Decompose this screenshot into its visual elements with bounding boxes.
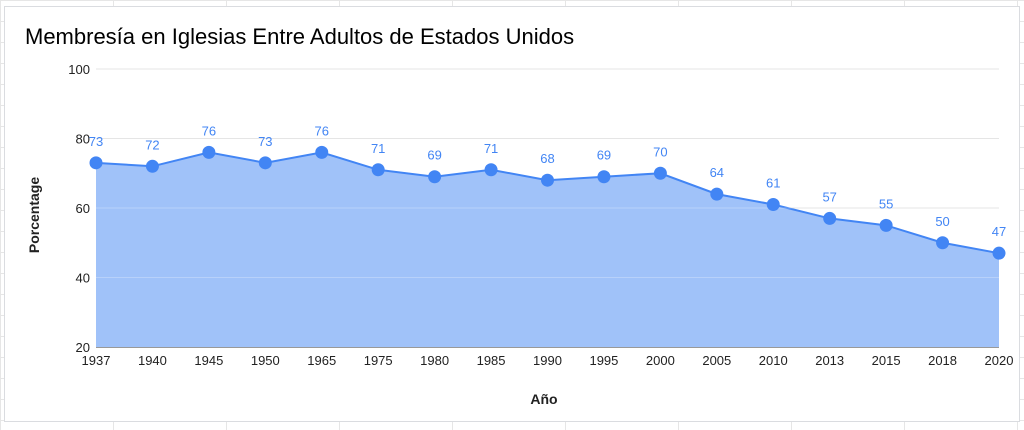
data-label: 69 <box>427 148 441 163</box>
y-tick-label: 20 <box>76 340 90 355</box>
data-point[interactable] <box>428 170 442 184</box>
data-point[interactable] <box>597 170 611 184</box>
data-label: 71 <box>371 141 385 156</box>
area-chart: Membresía en Iglesias Entre Adultos de E… <box>25 24 1014 407</box>
x-tick-label: 1940 <box>138 353 167 368</box>
x-tick-label: 2015 <box>872 353 901 368</box>
data-label: 76 <box>202 123 216 138</box>
x-tick-label: 2000 <box>646 353 675 368</box>
x-tick-label: 1950 <box>251 353 280 368</box>
x-tick-label: 2013 <box>815 353 844 368</box>
y-tick-label: 60 <box>76 201 90 216</box>
data-label: 76 <box>315 123 329 138</box>
x-tick-label: 1995 <box>589 353 618 368</box>
x-tick-label: 1965 <box>307 353 336 368</box>
x-tick-label: 2020 <box>985 353 1014 368</box>
data-label: 69 <box>597 148 611 163</box>
data-point[interactable] <box>710 187 724 201</box>
y-tick-label: 80 <box>76 132 90 147</box>
data-label: 70 <box>653 144 667 159</box>
data-label: 55 <box>879 196 893 211</box>
y-tick-label: 40 <box>76 271 90 286</box>
x-tick-label: 1975 <box>364 353 393 368</box>
data-label: 73 <box>89 134 103 149</box>
area-shape <box>96 152 999 347</box>
chart-title: Membresía en Iglesias Entre Adultos de E… <box>25 24 574 49</box>
data-point[interactable] <box>315 145 329 159</box>
data-label: 57 <box>822 189 836 204</box>
x-tick-label: 1990 <box>533 353 562 368</box>
x-axis-ticks: 1937 1940 1945 1950 1965 1975 1980 1985 1990 1995… <box>82 353 1014 368</box>
data-label: 50 <box>935 214 949 229</box>
x-tick-label: 2010 <box>759 353 788 368</box>
chart-container[interactable]: Membresía en Iglesias Entre Adultos de E… <box>4 6 1020 422</box>
data-point[interactable] <box>653 166 667 180</box>
data-label: 64 <box>710 165 724 180</box>
x-tick-label: 2005 <box>702 353 731 368</box>
data-point[interactable] <box>992 246 1006 260</box>
area-fill <box>95 68 1000 347</box>
data-label: 71 <box>484 141 498 156</box>
data-point[interactable] <box>484 163 498 177</box>
y-axis-label: Porcentage <box>26 177 42 253</box>
data-labels: 73 72 76 73 76 71 69 71 68 69 70 64 61 57 55 50 47 <box>89 123 1006 239</box>
y-axis-ticks: 20 40 60 80 100 <box>68 62 90 355</box>
data-label: 72 <box>145 137 159 152</box>
data-label: 47 <box>992 224 1006 239</box>
x-tick-label: 1980 <box>420 353 449 368</box>
data-point[interactable] <box>541 173 554 187</box>
data-label: 61 <box>766 176 780 191</box>
data-point[interactable] <box>202 145 216 159</box>
data-point[interactable] <box>258 156 272 170</box>
x-tick-label: 2018 <box>928 353 957 368</box>
data-point[interactable] <box>879 218 893 232</box>
data-point[interactable] <box>766 198 780 212</box>
data-point[interactable] <box>145 159 159 173</box>
x-tick-label: 1985 <box>477 353 506 368</box>
x-tick-label: 1945 <box>194 353 223 368</box>
data-points <box>89 145 1006 260</box>
data-point[interactable] <box>89 156 103 170</box>
y-tick-label: 100 <box>68 62 90 77</box>
data-label: 68 <box>540 151 554 166</box>
x-tick-label: 1937 <box>82 353 111 368</box>
data-point[interactable] <box>823 211 837 225</box>
x-axis-label: Año <box>530 391 557 407</box>
data-point[interactable] <box>371 163 385 177</box>
data-point[interactable] <box>936 236 950 250</box>
data-label: 73 <box>258 134 272 149</box>
